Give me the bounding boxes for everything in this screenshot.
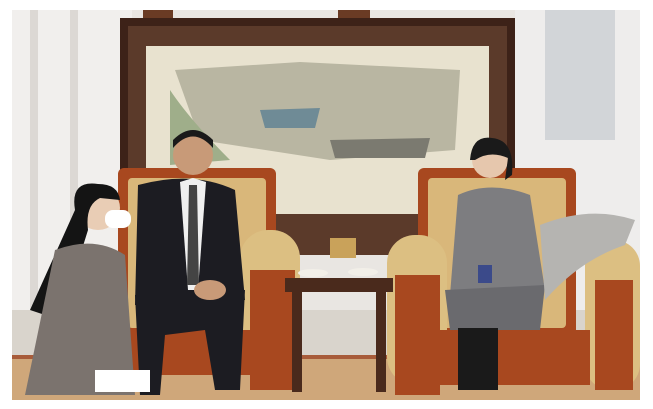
nameplate [330, 238, 356, 258]
carpet-edge [12, 355, 640, 359]
curtain-fold [70, 10, 78, 310]
cup [348, 268, 378, 276]
mask [105, 210, 131, 228]
badge [478, 265, 492, 283]
tie [187, 185, 199, 285]
hair [470, 137, 513, 180]
painting-boat [330, 138, 430, 158]
hands [194, 280, 226, 300]
hair [173, 130, 213, 148]
coat [25, 243, 135, 395]
woman-left [25, 183, 150, 395]
chair-side [395, 275, 440, 395]
curtain-fold [30, 10, 38, 310]
table-top [285, 278, 393, 292]
table-leg [292, 292, 302, 392]
legs [458, 328, 498, 390]
cup [298, 269, 328, 277]
jacket [450, 187, 545, 295]
skirt [445, 285, 545, 330]
trousers [135, 290, 245, 395]
coat-on-chair [540, 213, 635, 300]
woman-right [445, 137, 545, 390]
window [545, 10, 615, 140]
painting-boat [260, 108, 320, 128]
man [135, 130, 245, 395]
head [173, 135, 213, 175]
notepad [95, 370, 150, 392]
side-table [285, 238, 393, 392]
chair-side [595, 280, 633, 390]
table-leg [376, 292, 386, 392]
